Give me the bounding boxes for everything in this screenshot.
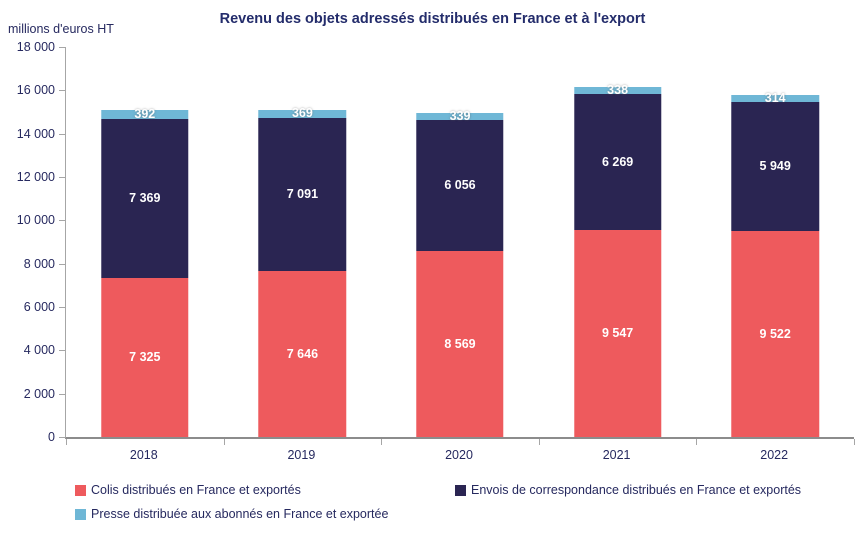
bar-segment: 314 (731, 91, 819, 106)
bar-segment: 392 (101, 107, 189, 122)
bar-value-label: 6 056 (444, 178, 476, 193)
x-tick-mark (696, 439, 698, 445)
x-tick-mark (381, 439, 383, 445)
bar-value-label: 8 569 (444, 336, 476, 351)
x-axis-labels: 2018 2019 2020 2021 2022 (65, 448, 853, 466)
y-tick-mark (59, 350, 65, 352)
bar-segment: 339 (416, 109, 504, 124)
y-tick-label: 0 (48, 430, 55, 444)
bar-segment: 5 949 (731, 101, 819, 231)
x-category-label: 2022 (760, 448, 789, 462)
bar-segment: 6 056 (416, 120, 504, 252)
y-tick-label: 16 000 (16, 83, 55, 98)
legend-row: Colis distribués en France et exportés En… (75, 483, 857, 497)
y-tick-label: 2 000 (23, 386, 55, 401)
bar-value-label: 7 646 (286, 346, 319, 361)
y-axis-unit-label: millions d'euros HT (8, 22, 114, 36)
legend-item: Envois de correspondance distribués en F… (455, 483, 801, 497)
bar-group-2022: 314 5 949 9 522 (731, 47, 819, 437)
bar-segment: 369 (258, 106, 347, 121)
y-tick-label: 6 000 (23, 299, 55, 314)
bar-value-label: 7 369 (129, 191, 161, 206)
bar-value-label: 9 522 (759, 326, 791, 341)
x-tick-mark (223, 439, 225, 445)
bar-value-label: 6 269 (601, 154, 634, 169)
y-tick-mark (59, 306, 65, 308)
legend-item: Colis distribués en France et exportés (75, 483, 455, 497)
legend-item: Presse distribuée aux abonnés en France … (75, 507, 388, 521)
x-tick-mark (854, 439, 855, 445)
y-axis-labels: 0 2 000 4 000 6 000 8 000 10 000 12 000 14 000 1… (0, 40, 55, 444)
bar-segment: 6 269 (573, 94, 662, 231)
bar-segment: 338 (573, 83, 662, 98)
bar-group-2020: 339 6 056 8 569 (416, 47, 504, 437)
legend-label: Presse distribuée aux abonnés en France … (91, 507, 389, 521)
y-tick-label: 14 000 (16, 126, 55, 141)
y-tick-mark (59, 90, 65, 92)
legend-row: Presse distribuée aux abonnés en France … (75, 507, 857, 521)
plot-area: 392 7 369 7 325 369 7 091 7 646 339 6 056 8 569 3… (65, 47, 855, 445)
y-tick-mark (59, 263, 65, 265)
legend-label: Colis distribués en France et exportés (91, 483, 301, 497)
y-tick-mark (59, 393, 65, 395)
y-tick-mark (59, 176, 65, 178)
bar-value-label: 338 (607, 83, 629, 98)
x-tick-mark (66, 439, 67, 445)
y-tick-mark (59, 133, 65, 135)
bar-value-label: 339 (449, 109, 471, 124)
bar-segment: 7 646 (258, 271, 347, 437)
bar-segment: 7 369 (101, 118, 189, 279)
x-tick-mark (538, 439, 540, 445)
bar-group-2019: 369 7 091 7 646 (258, 47, 347, 437)
y-tick-mark (59, 47, 65, 48)
bar-value-label: 7 091 (286, 187, 319, 202)
y-axis-tick-marks (59, 47, 65, 438)
bar-value-label: 5 949 (759, 159, 791, 173)
x-category-label: 2021 (602, 448, 631, 462)
legend-label: Envois de correspondance distribués en F… (471, 483, 802, 497)
bar-segment: 7 325 (101, 278, 189, 437)
x-category-label: 2019 (287, 448, 316, 462)
y-tick-label: 8 000 (23, 256, 55, 271)
y-tick-label: 10 000 (16, 213, 55, 228)
bar-value-label: 7 325 (129, 350, 161, 365)
bar-group-2018: 392 7 369 7 325 (101, 47, 189, 437)
bar-value-label: 392 (134, 107, 156, 122)
bar-value-label: 9 547 (601, 326, 634, 341)
y-tick-label: 18 000 (16, 40, 55, 54)
bar-group-2021: 338 6 269 9 547 (573, 47, 662, 437)
bar-segment: 9 547 (573, 230, 662, 437)
legend-swatch-icon (455, 484, 466, 496)
y-tick-mark (59, 220, 65, 222)
x-category-label: 2020 (445, 448, 473, 462)
legend-swatch-icon (75, 484, 86, 496)
x-category-label: 2018 (129, 448, 158, 462)
bar-segment: 9 522 (731, 230, 819, 437)
y-tick-mark (59, 437, 65, 438)
chart-legend: Colis distribués en France et exportés En… (75, 483, 857, 531)
bar-value-label: 369 (291, 106, 313, 121)
bar-segment: 8 569 (416, 251, 504, 437)
y-tick-label: 4 000 (23, 343, 55, 358)
chart-title: Revenu des objets adressés distribués en… (219, 11, 646, 27)
legend-swatch-icon (75, 508, 86, 520)
y-tick-label: 12 000 (16, 169, 55, 184)
bar-segment: 7 091 (258, 117, 347, 272)
bar-value-label: 314 (764, 91, 786, 106)
